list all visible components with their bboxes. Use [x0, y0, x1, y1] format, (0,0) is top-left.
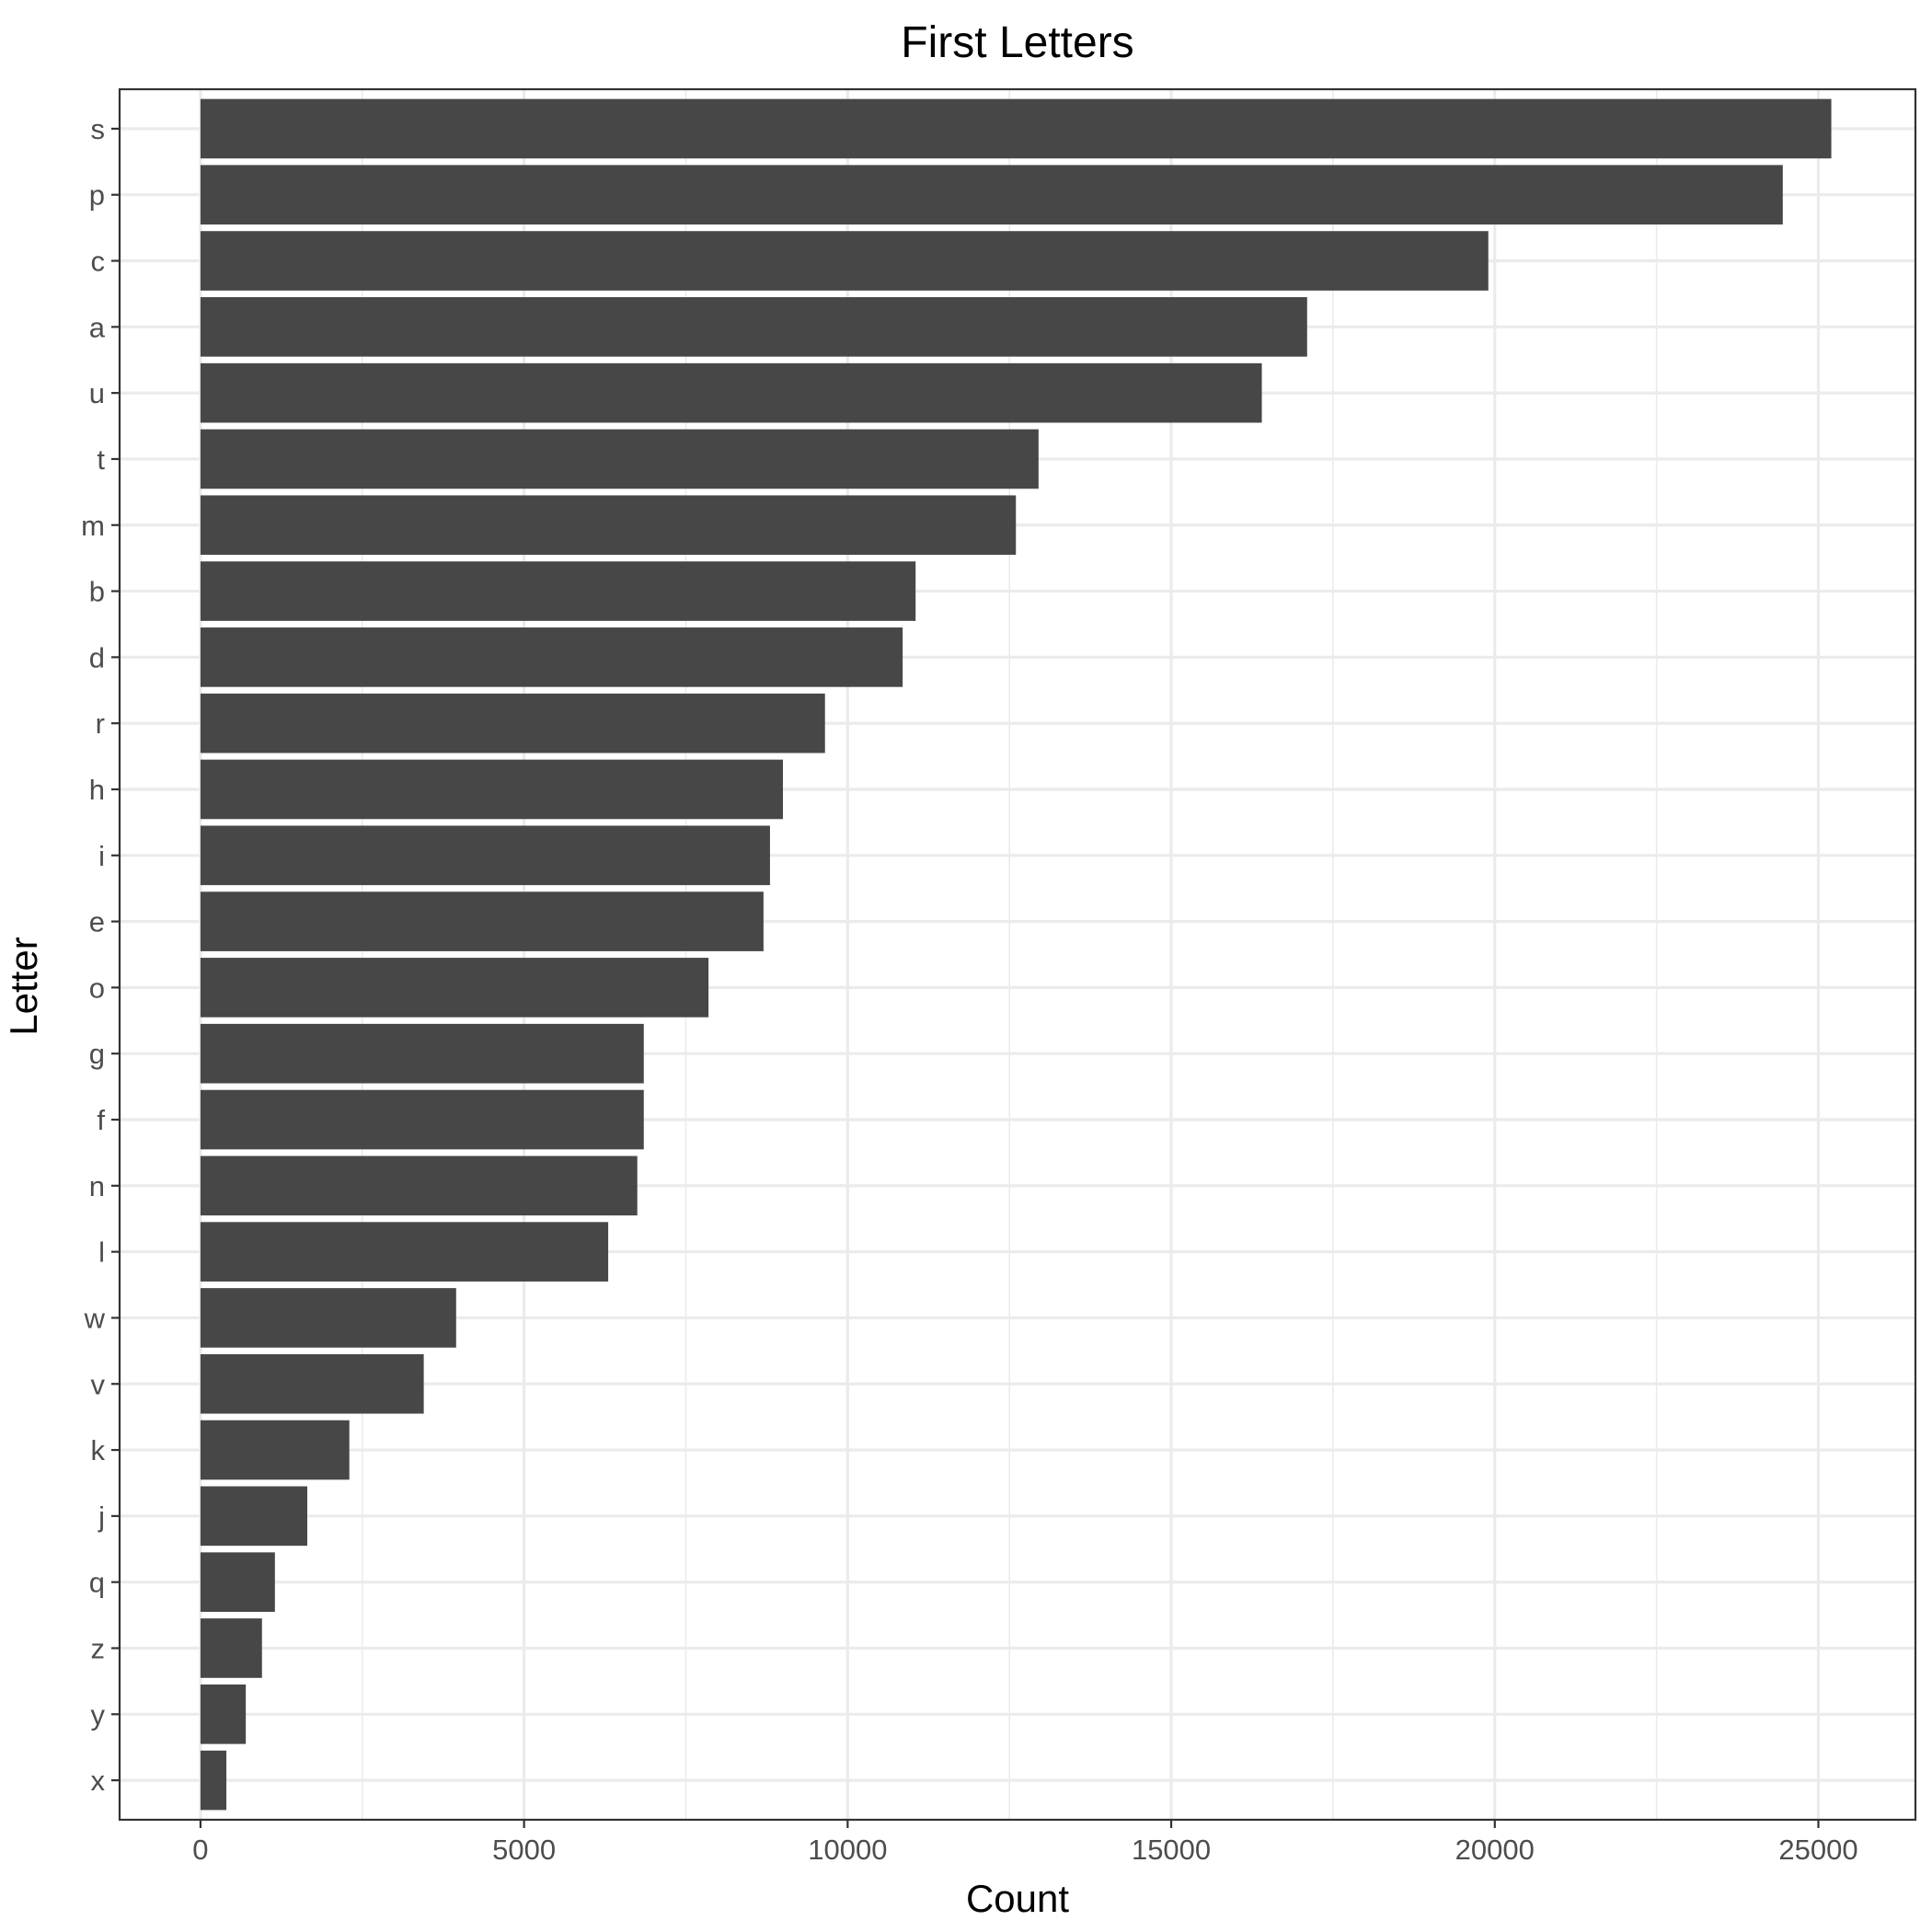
bar-y — [200, 1684, 247, 1744]
bar-q — [200, 1552, 275, 1612]
x-tick-label: 20000 — [1455, 1834, 1535, 1866]
bar-h — [200, 759, 784, 820]
bar-i — [200, 825, 770, 886]
bar-e — [200, 891, 764, 951]
y-tick-label: d — [89, 641, 105, 673]
plot-panel: 0 5000 10000 15000 20000 25000 s p c a u t m b d r h i e o g… — [81, 87, 1917, 1866]
bar-p — [200, 165, 1783, 225]
bar-k — [200, 1420, 350, 1480]
y-tick-label: o — [89, 972, 105, 1004]
bar-t — [200, 429, 1039, 489]
bar-w — [200, 1288, 456, 1348]
y-tick-label: v — [91, 1368, 106, 1400]
bar-v — [200, 1353, 424, 1414]
y-tick-label: w — [84, 1302, 106, 1334]
y-tick-label: e — [89, 906, 105, 938]
y-tick-label: s — [91, 113, 106, 145]
y-tick-label: x — [91, 1765, 106, 1797]
y-tick-label: a — [89, 311, 106, 343]
y-tick-label: z — [91, 1632, 106, 1664]
bar-u — [200, 362, 1262, 423]
bar-s — [200, 98, 1832, 159]
x-axis-title: Count — [966, 1877, 1069, 1920]
bar-n — [200, 1156, 638, 1216]
x-tick-label: 0 — [192, 1834, 208, 1866]
bar-c — [200, 231, 1489, 291]
y-tick-label: y — [91, 1698, 106, 1731]
y-tick-label: n — [89, 1170, 105, 1202]
x-tick-label: 15000 — [1132, 1834, 1211, 1866]
bar-g — [200, 1023, 644, 1084]
y-tick-label: q — [89, 1567, 105, 1599]
x-tick-label: 5000 — [492, 1834, 556, 1866]
y-tick-label: f — [97, 1104, 105, 1136]
y-tick-label: i — [98, 840, 105, 872]
bar-z — [200, 1618, 262, 1678]
bar-x — [200, 1750, 227, 1811]
bar-r — [200, 693, 825, 753]
y-tick-label: h — [89, 774, 105, 806]
bar-d — [200, 627, 903, 687]
bar-m — [200, 495, 1017, 556]
y-tick-label: j — [98, 1501, 105, 1533]
x-tick-label: 10000 — [808, 1834, 887, 1866]
y-axis-title: Letter — [2, 937, 45, 1035]
bar-j — [200, 1486, 307, 1547]
bar-a — [200, 297, 1307, 357]
x-tick-label: 25000 — [1778, 1834, 1857, 1866]
y-tick-label: k — [91, 1434, 106, 1466]
chart-title: First Letters — [901, 18, 1133, 67]
y-tick-label: l — [98, 1236, 105, 1269]
y-tick-label: r — [96, 707, 105, 740]
bar-l — [200, 1222, 609, 1282]
bar-b — [200, 561, 916, 621]
y-tick-label: c — [91, 246, 106, 278]
y-tick-label: m — [81, 510, 105, 542]
bar-f — [200, 1089, 644, 1150]
y-tick-label: p — [89, 179, 105, 212]
y-tick-label: b — [89, 576, 105, 608]
y-tick-label: g — [89, 1038, 105, 1070]
y-tick-label: u — [89, 377, 105, 409]
y-tick-label: t — [97, 443, 105, 476]
bar-o — [200, 958, 709, 1018]
panel-border — [118, 87, 1917, 1822]
